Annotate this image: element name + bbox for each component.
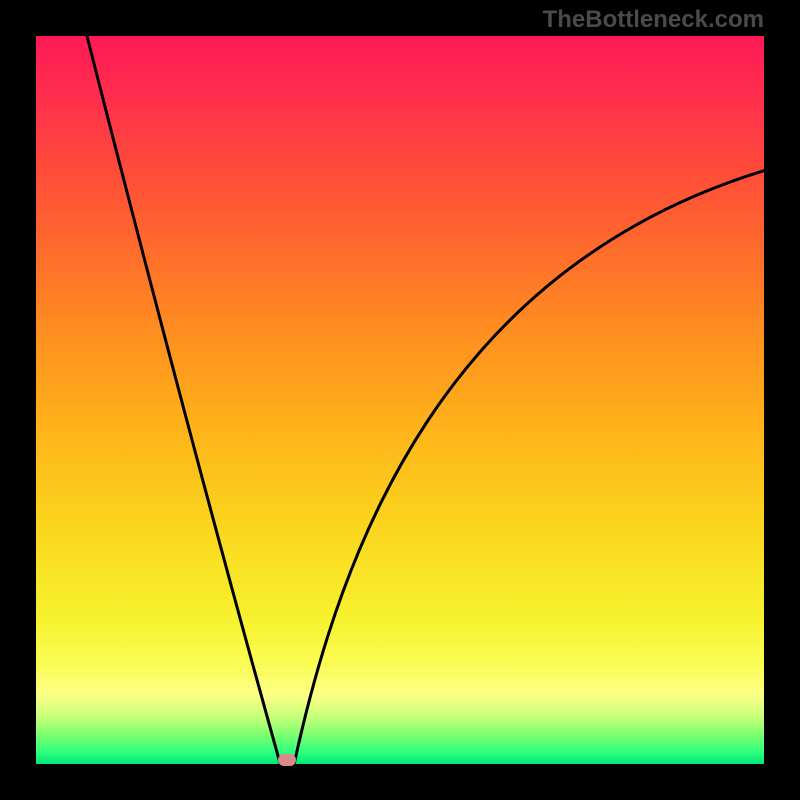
plot-area bbox=[36, 36, 764, 764]
min-marker bbox=[278, 754, 296, 766]
watermark-text: TheBottleneck.com bbox=[543, 6, 764, 34]
bottleneck-curve bbox=[87, 36, 764, 763]
curve-layer bbox=[36, 36, 764, 764]
